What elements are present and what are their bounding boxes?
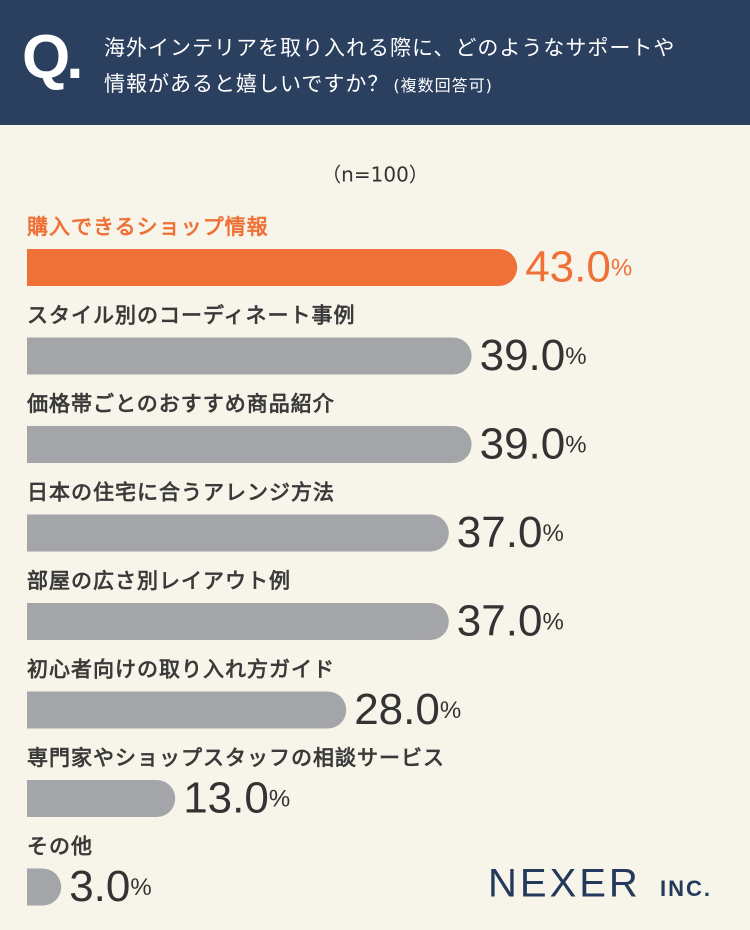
bar [27,337,472,375]
value-label: 28.0% [354,685,461,734]
bar [27,691,347,729]
category-label: 部屋の広さ別レイアウト例 [27,569,291,593]
value-label: 39.0% [480,419,587,468]
bar [27,426,472,463]
category-label: 価格帯ごとのおすすめ商品紹介 [26,392,335,416]
category-label: 日本の住宅に合うアレンジ方法 [27,481,335,505]
bar [27,514,449,552]
title: 海外インテリアを取り入れる際に、どのようなサポートや 情報があると嬉しいですか？… [104,30,675,104]
title-line: 情報があると嬉しいですか？ (複数回答可) [104,66,675,104]
header: Q. 海外インテリアを取り入れる際に、どのようなサポートや 情報があると嬉しいで… [0,0,750,125]
value-label: 37.0% [457,596,564,645]
title-note: (複数回答可) [393,76,493,95]
bar [27,603,449,640]
value-label: 43.0% [525,242,632,291]
bar [27,780,176,817]
category-label: 購入できるショップ情報 [26,215,269,239]
question-label: Q. [22,23,83,92]
title-line: 海外インテリアを取り入れる際に、どのようなサポートや [104,36,676,60]
logo-suffix: INC. [660,876,712,901]
category-label: スタイル別のコーディネート事例 [27,304,356,328]
bar [27,249,518,286]
value-label: 13.0% [183,773,290,822]
value-label: 3.0% [69,862,152,911]
value-label: 39.0% [480,331,587,380]
category-label: その他 [27,835,93,859]
logo: NEXER [488,862,641,906]
title-line: 情報があると嬉しいですか？ [104,72,390,96]
subtitle: （n=100） [321,163,429,187]
category-label: 専門家やショップスタッフの相談サービス [27,746,445,770]
bar [27,868,62,906]
value-label: 37.0% [457,508,564,557]
category-label: 初心者向けの取り入れ方ガイド [27,658,335,682]
